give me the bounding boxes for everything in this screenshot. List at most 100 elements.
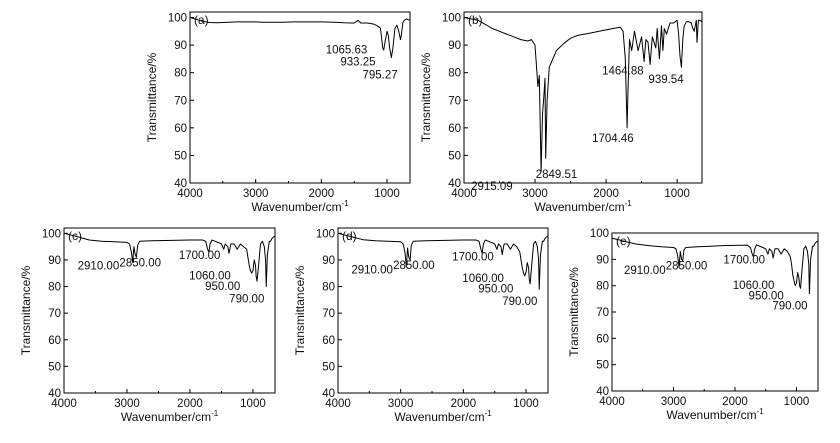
- x-tick-label: 4000: [599, 396, 625, 408]
- x-axis-title-superscript: -1: [211, 409, 219, 418]
- x-tick-label: 1000: [374, 188, 400, 200]
- y-tick-label: 50: [448, 150, 461, 162]
- x-tick-label: 1000: [664, 188, 690, 200]
- peak-label: 790.00: [229, 294, 264, 306]
- x-tick-label: 2000: [722, 396, 748, 408]
- plot-frame: [63, 227, 276, 394]
- peak-label: 2910.00: [351, 265, 393, 277]
- x-tick-label: 4000: [51, 398, 77, 410]
- y-tick-label: 100: [42, 228, 61, 240]
- peak-label: 1700.00: [723, 255, 765, 267]
- x-axis-title: Wavenumber/cm-1: [534, 199, 632, 214]
- x-axis-title: Wavenumber/cm-1: [251, 199, 349, 214]
- spectrum-line: [611, 237, 819, 295]
- y-tick-label: 60: [174, 123, 187, 135]
- x-tick-label: 3000: [661, 396, 687, 408]
- peak-label: 2910.00: [78, 261, 120, 273]
- chart-panel-e: 4000 3000 2000 1000 40 50 60 70 80 90 100 Wavenumbe…: [567, 228, 819, 422]
- peak-label: 1704.46: [592, 133, 634, 145]
- x-axis-title-superscript: -1: [342, 199, 350, 208]
- x-tick-label: 1000: [240, 398, 266, 410]
- y-tick-label: 100: [590, 228, 609, 240]
- chart-panel-a: 4000 3000 2000 1000 40 50 60 70 80 90 100 Wavenumbe…: [145, 11, 411, 214]
- y-tick-label: 90: [48, 255, 61, 267]
- peak-label: 1060.00: [189, 270, 231, 282]
- peak-label: 1065.63: [326, 45, 368, 57]
- peak-label: 2850.00: [666, 261, 708, 273]
- peak-label: 933.25: [340, 57, 375, 69]
- x-axis-title-text: Wavenumber/cm: [121, 410, 211, 424]
- peak-label: 1700.00: [179, 250, 221, 262]
- peak-label: 2850.00: [393, 260, 435, 272]
- y-tick-label: 70: [448, 95, 461, 107]
- x-tick-label: 4000: [177, 188, 203, 200]
- y-tick-label: 50: [174, 150, 187, 162]
- chart-panel-d: 4000 3000 2000 1000 40 50 60 70 80 90 100 Wavenumbe…: [293, 227, 549, 424]
- y-tick-label: 40: [174, 178, 187, 190]
- x-tick-label: 3000: [388, 398, 414, 410]
- peak-label: 2850.00: [119, 257, 161, 269]
- y-axis-title: Transmittance/%: [567, 267, 581, 357]
- x-tick-label: 4000: [451, 188, 477, 200]
- y-tick-label: 80: [596, 281, 609, 293]
- x-tick-label: 1000: [513, 398, 539, 410]
- peak-label: 950.00: [478, 284, 513, 296]
- spectrum-line: [337, 232, 549, 290]
- y-tick-label: 40: [596, 386, 609, 398]
- peak-label: 790.00: [772, 301, 807, 313]
- x-tick-label: 4000: [325, 398, 351, 410]
- y-tick-label: 90: [322, 255, 335, 267]
- x-tick-label: 3000: [522, 188, 548, 200]
- x-axis-title-text: Wavenumber/cm: [251, 200, 341, 214]
- x-axis-title-text: Wavenumber/cm: [534, 200, 624, 214]
- x-axis-title: Wavenumber/cm-1: [394, 409, 492, 424]
- y-tick-label: 90: [448, 40, 461, 52]
- x-axis-title-superscript: -1: [485, 409, 493, 418]
- y-tick-label: 100: [316, 228, 335, 240]
- peak-label: 2910.00: [624, 265, 666, 277]
- peak-label: 939.54: [648, 74, 684, 86]
- x-tick-label: 2000: [593, 188, 619, 200]
- x-tick-label: 3000: [243, 188, 269, 200]
- y-tick-label: 80: [448, 68, 461, 80]
- panel-label: (a): [194, 13, 209, 27]
- y-tick-label: 50: [48, 361, 61, 373]
- y-axis-title: Transmittance/%: [419, 52, 433, 142]
- spectrum-line: [63, 232, 276, 287]
- y-tick-label: 50: [596, 360, 609, 372]
- y-tick-label: 80: [322, 282, 335, 294]
- x-tick-label: 2000: [309, 188, 335, 200]
- y-axis-title: Transmittance/%: [19, 265, 33, 355]
- y-tick-label: 50: [322, 361, 335, 373]
- y-tick-label: 40: [322, 388, 335, 400]
- plot-frame: [463, 11, 703, 184]
- plot-frame: [189, 11, 411, 184]
- spectrum-line: [463, 17, 703, 173]
- y-tick-label: 100: [168, 13, 187, 25]
- x-axis-title-text: Wavenumber/cm: [666, 408, 756, 422]
- y-axis-title: Transmittance/%: [145, 52, 159, 142]
- x-tick-label: 2000: [177, 398, 203, 410]
- y-tick-label: 40: [48, 388, 61, 400]
- y-tick-label: 80: [48, 282, 61, 294]
- peak-label: 2849.51: [536, 169, 578, 181]
- peak-label: 1464.88: [602, 66, 644, 78]
- y-axis-title: Transmittance/%: [293, 265, 307, 355]
- x-axis-title-superscript: -1: [625, 199, 633, 208]
- y-tick-label: 90: [596, 254, 609, 266]
- spectrum-line: [189, 17, 411, 58]
- y-tick-label: 40: [448, 178, 461, 190]
- y-tick-label: 60: [322, 335, 335, 347]
- peak-label: 1060.00: [462, 273, 504, 285]
- y-tick-label: 70: [48, 308, 61, 320]
- y-tick-label: 60: [596, 333, 609, 345]
- y-tick-label: 90: [174, 40, 187, 52]
- y-tick-label: 80: [174, 68, 187, 80]
- x-tick-label: 3000: [114, 398, 140, 410]
- peak-label: 2915.09: [471, 181, 513, 193]
- y-tick-label: 70: [174, 95, 187, 107]
- y-tick-label: 60: [448, 123, 461, 135]
- y-tick-label: 70: [322, 308, 335, 320]
- y-tick-label: 60: [48, 335, 61, 347]
